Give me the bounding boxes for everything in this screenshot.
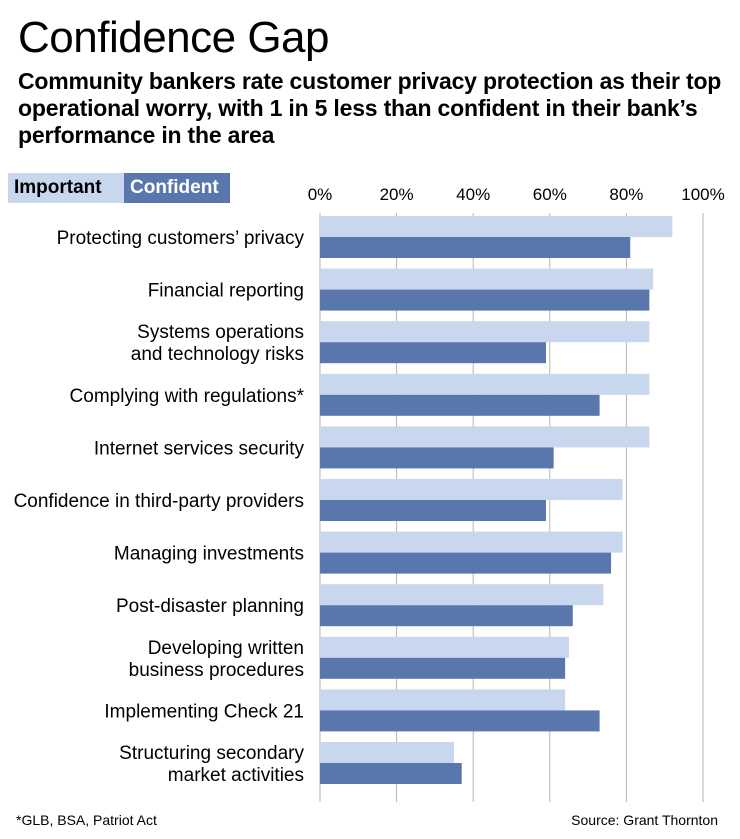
bar-confident bbox=[320, 552, 612, 574]
chart-subtitle: Community bankers rate customer privacy … bbox=[18, 68, 722, 148]
footnote: *GLB, BSA, Patriot Act bbox=[16, 812, 157, 828]
bar-important bbox=[320, 216, 673, 237]
bar-confident bbox=[320, 710, 600, 732]
bar-important bbox=[320, 584, 604, 606]
bar-confident bbox=[320, 237, 631, 258]
bar-confident bbox=[320, 447, 554, 469]
tick-label: 40% bbox=[456, 185, 490, 204]
bar-important bbox=[320, 742, 455, 763]
category-label: Financial reporting bbox=[148, 281, 304, 302]
category-label: market activities bbox=[168, 765, 304, 786]
bar-important bbox=[320, 268, 654, 290]
axis-ticks: 0% 20% 40% 60% 80% 100% bbox=[308, 185, 725, 204]
category-label: Protecting customers’ privacy bbox=[57, 228, 305, 249]
category-label: Structuring secondary bbox=[119, 743, 304, 764]
category-label: Internet services security bbox=[94, 438, 305, 459]
chart-title: Confidence Gap bbox=[18, 13, 330, 62]
bar-important bbox=[320, 689, 566, 711]
category-label: business procedures bbox=[129, 660, 304, 681]
bar-confident bbox=[320, 763, 462, 784]
bar-confident bbox=[320, 500, 546, 521]
category-label: Developing written bbox=[148, 638, 304, 659]
category-label: Confidence in third-party providers bbox=[14, 491, 304, 512]
category-label: Post-disaster planning bbox=[116, 596, 304, 617]
bar-important bbox=[320, 479, 623, 500]
category-label: Implementing Check 21 bbox=[104, 701, 304, 722]
bar-confident bbox=[320, 342, 546, 364]
category-label: Managing investments bbox=[114, 544, 304, 565]
bars bbox=[320, 216, 673, 784]
category-label: Systems operations bbox=[137, 322, 304, 343]
bar-confident bbox=[320, 657, 566, 679]
category-label: and technology risks bbox=[131, 344, 304, 365]
category-label: Complying with regulations* bbox=[70, 386, 305, 407]
tick-label: 20% bbox=[380, 185, 414, 204]
source-note: Source: Grant Thornton bbox=[571, 812, 718, 828]
bar-confident bbox=[320, 289, 650, 311]
bar-confident bbox=[320, 394, 600, 416]
tick-label: 80% bbox=[609, 185, 643, 204]
tick-label: 0% bbox=[308, 185, 333, 204]
bar-important bbox=[320, 426, 650, 448]
bar-important bbox=[320, 531, 623, 553]
category-labels: Protecting customers’ privacy Financial r… bbox=[14, 228, 305, 786]
bar-important bbox=[320, 321, 650, 343]
bar-important bbox=[320, 636, 569, 658]
legend-confident: Confident bbox=[124, 173, 230, 203]
legend-important: Important bbox=[8, 173, 128, 203]
tick-label: 60% bbox=[533, 185, 567, 204]
bar-confident bbox=[320, 605, 573, 627]
bar-important bbox=[320, 373, 650, 395]
tick-label: 100% bbox=[681, 185, 724, 204]
